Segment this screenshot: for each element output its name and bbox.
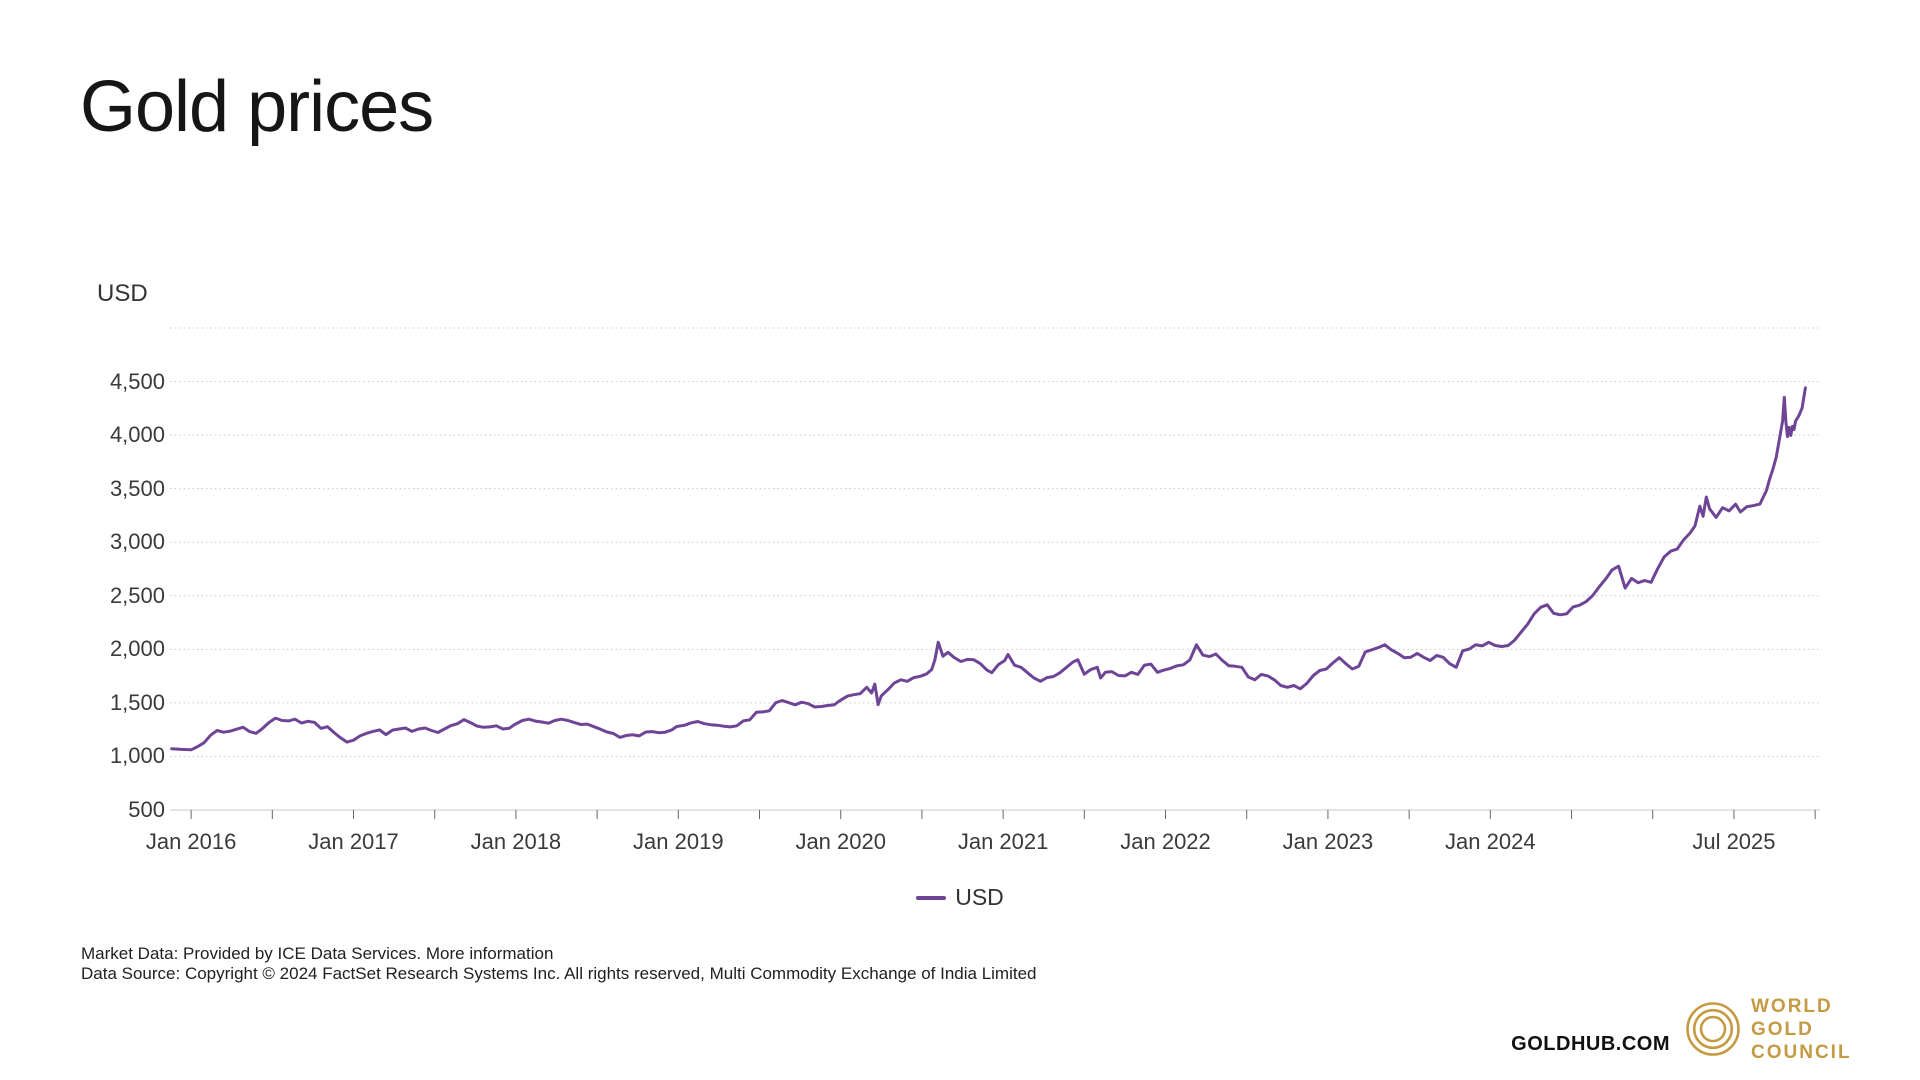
x-tick-label: Jan 2023 — [1282, 829, 1374, 854]
logo-text-gold: GOLD — [1751, 1019, 1814, 1040]
goldhub-wordmark: GOLDHUB.COM — [1511, 1033, 1670, 1055]
logo-text-council: COUNCIL — [1751, 1042, 1852, 1063]
x-tick-label: Jan 2021 — [957, 829, 1049, 854]
page-title: Gold prices — [80, 67, 434, 147]
usd-series-line-marker — [916, 895, 947, 900]
more-information-link[interactable]: More information — [425, 944, 554, 963]
footer-credits: Market Data: Provided by ICE Data Servic… — [81, 944, 1037, 984]
x-tick-label: Jan 2024 — [1445, 829, 1536, 854]
legend-item-usd[interactable]: USD — [0, 884, 1920, 911]
y-tick-label: 1,000 — [109, 743, 165, 769]
data-source-credit: Data Source: Copyright © 2024 FactSet Re… — [81, 964, 1037, 983]
x-tick-label: Jan 2022 — [1120, 829, 1211, 854]
market-data-text: Market Data: Provided by ICE Data Servic… — [81, 944, 422, 963]
logo-text-world: WORLD — [1751, 996, 1833, 1017]
y-tick-label: 1,500 — [109, 689, 165, 715]
x-tick-label: Jan 2019 — [633, 829, 724, 854]
x-tick-label: Jul 2025 — [1692, 829, 1776, 854]
x-tick-label: Jan 2016 — [145, 829, 237, 854]
x-tick-label: Jan 2017 — [308, 829, 399, 854]
y-tick-label: 2,500 — [109, 582, 165, 608]
y-tick-label: 3,500 — [109, 475, 165, 501]
market-data-credit: Market Data: Provided by ICE Data Servic… — [81, 944, 1037, 964]
usd-series-label: USD — [955, 884, 1004, 910]
y-tick-label: 500 — [128, 797, 165, 822]
y-tick-label: 4,000 — [109, 422, 165, 448]
world-gold-council-wordmark: WORLD GOLD COUNCIL — [1751, 995, 1852, 1064]
x-tick-label: Jan 2018 — [470, 829, 562, 854]
usd-price-line[interactable] — [170, 386, 1807, 752]
x-tick-label: Jan 2020 — [795, 829, 886, 854]
y-tick-label: 3,000 — [109, 529, 165, 555]
world-gold-council-logo-icon — [1686, 1002, 1740, 1056]
y-axis-title: USD — [97, 280, 148, 307]
y-tick-label: 4,500 — [109, 368, 165, 394]
y-tick-label: 2,000 — [109, 636, 165, 662]
